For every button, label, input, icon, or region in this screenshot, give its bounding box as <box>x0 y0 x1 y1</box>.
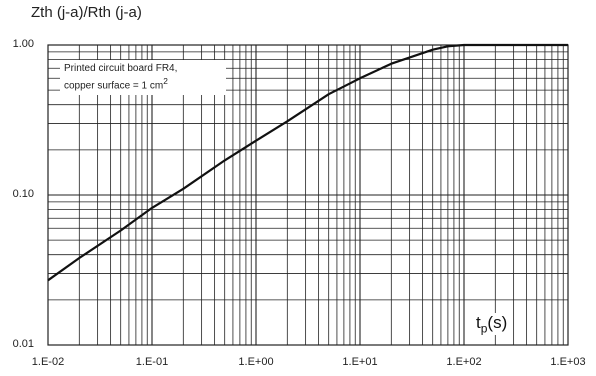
x-tick-label: 1.E+00 <box>238 356 274 368</box>
x-tick-label: 1.E+02 <box>446 356 482 368</box>
x-tick-label: 1.E+03 <box>550 356 586 368</box>
x-axis-label-sub: p <box>480 321 488 336</box>
y-tick-label: 0.10 <box>12 188 34 200</box>
series-line-0 <box>47 43 568 282</box>
chart-title: Zth (j-a)/Rth (j-a) <box>31 4 142 21</box>
x-axis-label-main: t <box>476 313 481 332</box>
annotation-line-1: Printed circuit board FR4, <box>64 63 178 74</box>
y-tick-label: 0.01 <box>12 338 34 350</box>
annotation-line-2: copper surface = 1 cm2 <box>64 75 222 92</box>
x-tick-label: 1.E+01 <box>342 356 378 368</box>
x-axis-label: tp(s) <box>474 313 510 336</box>
x-axis-label-unit: (s) <box>487 313 508 332</box>
series-layer <box>47 43 568 282</box>
y-tick-label: 1.00 <box>12 38 34 50</box>
x-tick-label: 1.E-01 <box>135 356 169 368</box>
x-tick-label: 1.E-02 <box>31 356 65 368</box>
plot-frame <box>47 44 569 346</box>
annotation-superscript: 2 <box>163 76 168 86</box>
annotation-line-2-text: copper surface = 1 cm <box>64 80 164 92</box>
annotation-box: Printed circuit board FR4, copper surfac… <box>60 60 226 96</box>
